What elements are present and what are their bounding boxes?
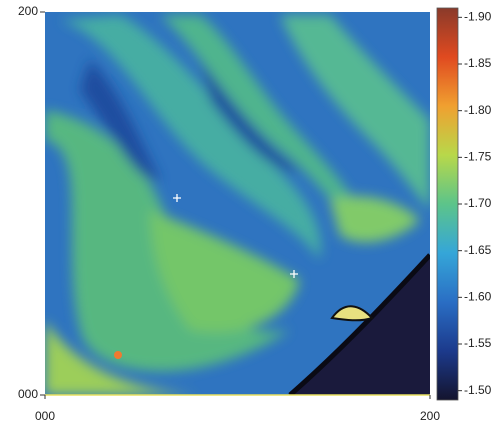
map-image <box>45 12 430 395</box>
chart: 000 200 000 200 -1.90 -1.85 -1.80 -1.75 -1.70 -1.… <box>0 0 503 428</box>
colorbar-tick-label: -1.75 <box>464 150 492 164</box>
colorbar-tick-label: -1.70 <box>464 196 492 210</box>
x-tick-label: 200 <box>420 409 440 423</box>
colorbar-tick-label: -1.50 <box>464 383 492 397</box>
y-tick-label: 200 <box>18 4 38 18</box>
colorbar-tick-label: -1.55 <box>464 336 492 350</box>
colorbar <box>437 8 458 400</box>
x-tick-label: 000 <box>35 409 55 423</box>
colorbar-tick-label: -1.90 <box>464 10 492 24</box>
colorbar-tick-label: -1.60 <box>464 290 492 304</box>
colorbar-tick-label: -1.85 <box>464 56 492 70</box>
colorbar-tick-label: -1.65 <box>464 243 492 257</box>
y-tick-label: 000 <box>18 387 38 401</box>
colorbar-tick-label: -1.80 <box>464 103 492 117</box>
